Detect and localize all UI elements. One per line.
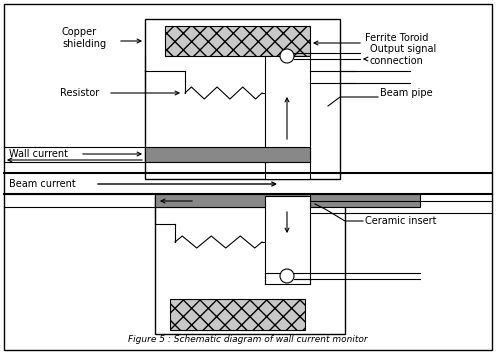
Bar [145, 19, 340, 179]
Bar [170, 299, 305, 330]
Text: Beam pipe: Beam pipe [380, 88, 433, 98]
Bar [265, 56, 310, 179]
Text: Ferrite Toroid: Ferrite Toroid [365, 33, 429, 43]
Text: Wall current: Wall current [9, 149, 68, 159]
Text: Figure 5 : Schematic diagram of wall current monitor: Figure 5 : Schematic diagram of wall cur… [128, 335, 368, 344]
Bar [265, 196, 310, 284]
Bar [155, 196, 345, 334]
Circle shape [280, 269, 294, 283]
Bar [155, 194, 310, 207]
Text: Beam current: Beam current [9, 179, 76, 189]
Text: Output signal
connection: Output signal connection [370, 44, 436, 66]
Text: Ceramic insert: Ceramic insert [365, 216, 436, 226]
Bar [165, 26, 310, 56]
Bar [145, 147, 310, 162]
Circle shape [280, 49, 294, 63]
Bar [155, 194, 420, 207]
Text: Copper
shielding: Copper shielding [62, 27, 106, 49]
Text: Resistor: Resistor [60, 88, 99, 98]
